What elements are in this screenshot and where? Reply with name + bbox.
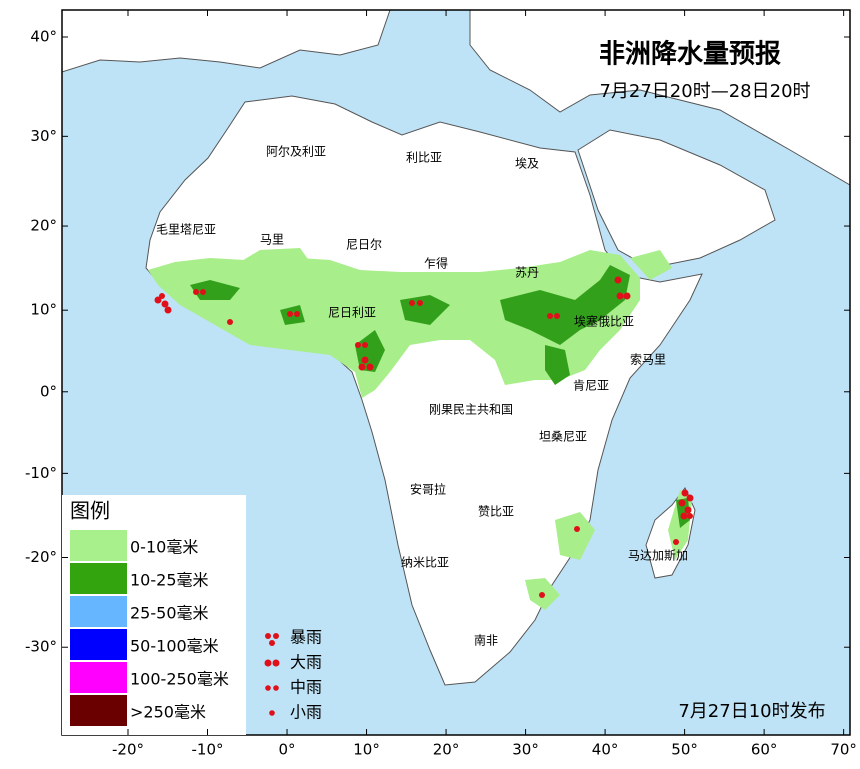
country-label: 刚果民主共和国 [429,403,513,417]
legend-swatch [70,596,127,627]
country-label: 埃及 [515,157,539,171]
legend-dot [264,659,272,667]
legend-swatch [70,563,127,594]
x-tick-label: 60° [751,741,778,759]
x-tick-label: -20° [112,741,144,759]
legend-label: 25-50毫米 [130,604,209,623]
title: 非洲降水量预报 [599,39,781,70]
legend-dot [273,633,279,639]
legend-dot [265,685,271,691]
arabia [577,129,776,269]
issued: 7月27日10时发布 [678,701,825,722]
x-tick-label: 50° [671,741,698,759]
legend-point-label: 大雨 [290,653,322,672]
country-label: 南非 [474,633,498,648]
legend-label: 50-100毫米 [130,637,219,656]
y-tick-label: -10° [25,464,57,482]
legend-dot [269,640,275,646]
x-tick-label: 20° [433,741,460,759]
country-label: 马达加斯加 [628,549,688,563]
frame [61,9,851,736]
legend-dot [273,685,279,691]
legend-point-label: 小雨 [290,703,322,722]
legend-swatch [70,662,127,693]
legend-point-label: 中雨 [290,678,322,697]
legend-swatch [70,629,127,660]
legend-label: 100-250毫米 [130,670,229,689]
y-tick-label: 40° [30,27,57,45]
country-label: 安哥拉 [410,482,446,497]
y-tick-label: -20° [25,548,57,566]
legend-label: 10-25毫米 [130,571,209,590]
country-label: 苏丹 [515,266,539,280]
legend-dot [272,659,280,667]
europe [61,9,391,73]
x-tick-label: -10° [192,741,224,759]
country-label: 毛里塔尼亚 [156,223,216,237]
country-label: 尼日利亚 [328,306,376,320]
legend-label: >250毫米 [130,703,206,722]
x-tick-label: 30° [512,741,539,759]
x-tick-label: 0° [279,741,296,759]
country-label: 纳米比亚 [401,556,449,570]
y-tick-label: 0° [40,382,57,400]
country-label: 肯尼亚 [573,379,609,393]
country-label: 赞比亚 [478,505,514,519]
legend-point-label: 暴雨 [290,628,322,647]
country-label: 索马里 [630,353,666,367]
legend-swatch [70,695,127,726]
rain-dots [154,276,694,598]
country-label: 阿尔及利亚 [266,144,326,159]
x-tick-label: 40° [592,741,619,759]
x-tick-label: 10° [353,741,380,759]
legend-swatch [70,530,127,561]
country-label: 尼日尔 [346,237,382,252]
x-tick-label: 70° [830,741,857,759]
legend-dot [269,710,275,716]
y-tick-label: 30° [30,127,57,145]
country-label: 利比亚 [406,151,442,165]
country-label: 乍得 [424,256,448,271]
subtitle: 7月27日20时—28日20时 [599,81,810,102]
legend-dot [265,633,271,639]
legend-title: 图例 [70,499,110,523]
country-label: 坦桑尼亚 [539,430,587,444]
y-tick-label: 20° [30,217,57,235]
country-label: 马里 [260,233,284,247]
y-tick-label: 10° [30,301,57,319]
y-tick-label: -30° [25,638,57,656]
legend-label: 0-10毫米 [130,538,198,557]
country-label: 埃塞俄比亚 [574,314,634,329]
